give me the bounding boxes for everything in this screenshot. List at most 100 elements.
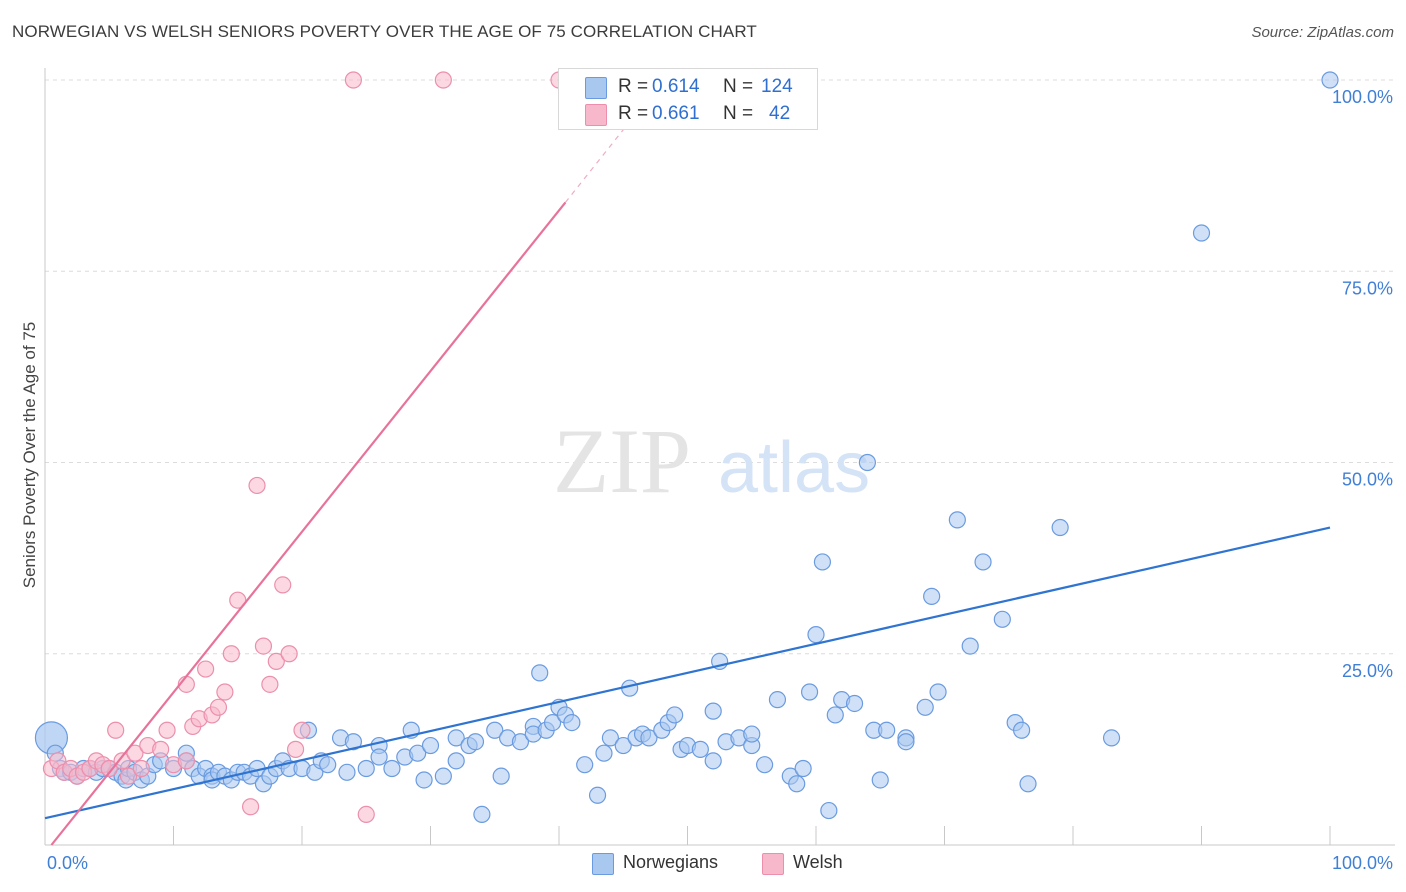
data-point — [588, 786, 607, 804]
data-point — [152, 740, 170, 758]
data-points — [34, 71, 1339, 824]
data-point — [640, 729, 658, 747]
data-point — [486, 721, 504, 739]
data-point — [974, 553, 992, 571]
welsh-swatch — [585, 104, 607, 126]
data-point — [248, 476, 266, 495]
data-point — [216, 683, 234, 701]
data-point — [261, 675, 279, 693]
r-label: R = — [618, 103, 649, 124]
series-welsh — [42, 71, 568, 824]
data-point — [1321, 71, 1339, 89]
data-point — [383, 759, 401, 778]
data-point — [794, 759, 812, 778]
data-point — [948, 511, 966, 529]
data-point — [666, 706, 684, 724]
data-point — [107, 721, 125, 739]
n-value: 42 — [769, 103, 791, 124]
axes — [44, 68, 1395, 846]
data-point — [280, 645, 298, 663]
r-value: 0.614 — [652, 76, 700, 97]
data-point — [511, 733, 530, 751]
grid-lines — [45, 79, 1395, 655]
data-point — [421, 736, 440, 755]
data-point — [492, 767, 510, 785]
data-point — [357, 805, 375, 824]
data-point — [1051, 518, 1069, 537]
data-point — [119, 767, 138, 785]
data-point — [113, 752, 131, 770]
data-point — [704, 752, 722, 770]
data-point — [563, 713, 581, 732]
n-label: N = — [723, 103, 754, 124]
data-point — [177, 752, 195, 770]
data-point — [254, 637, 273, 655]
data-point — [576, 756, 594, 774]
data-point — [897, 733, 915, 751]
data-point — [614, 736, 632, 755]
data-point — [929, 683, 947, 701]
data-point — [845, 694, 864, 713]
r-value: 0.661 — [652, 103, 700, 124]
data-point — [807, 626, 825, 644]
data-point — [415, 771, 433, 789]
data-point — [800, 683, 819, 701]
data-point — [826, 706, 844, 724]
y-tick-label: 100.0% — [1332, 87, 1393, 107]
data-point — [595, 744, 613, 762]
source-text: Source: ZipAtlas.com — [1251, 24, 1394, 41]
data-point — [961, 637, 979, 655]
legend-row-welsh: R = 0.661 N = 42 — [559, 101, 817, 128]
data-point — [755, 756, 774, 774]
data-point — [993, 610, 1011, 628]
data-point — [473, 805, 491, 824]
legend-label: Norwegians — [623, 852, 719, 872]
n-value: 124 — [761, 76, 793, 97]
data-point — [222, 645, 240, 663]
data-point — [319, 756, 337, 774]
data-point — [209, 698, 228, 716]
data-point — [543, 713, 562, 732]
data-point — [126, 744, 144, 762]
data-point — [1019, 775, 1037, 793]
data-point — [1012, 721, 1031, 739]
x-tick-label: 0.0% — [47, 853, 88, 873]
data-point — [267, 652, 285, 671]
data-point — [132, 759, 150, 778]
data-point — [871, 771, 889, 789]
legend-row-norwegians: R = 0.614 N = 124 — [559, 74, 817, 101]
legend-label: Welsh — [793, 852, 843, 872]
data-point — [357, 759, 375, 778]
trend-line-norwegians — [44, 526, 1331, 820]
data-point — [531, 664, 549, 682]
data-point — [100, 759, 118, 778]
data-point — [344, 71, 362, 89]
data-point — [858, 453, 877, 472]
data-point — [813, 553, 832, 571]
data-point — [704, 702, 722, 720]
trend-line-welsh — [50, 201, 567, 846]
data-point — [286, 740, 305, 758]
series-norwegians — [34, 71, 1339, 824]
data-point — [293, 721, 311, 739]
data-point — [923, 587, 941, 605]
tick-labels: 25.0% 50.0% 75.0% 100.0% 0.0% 100.0% — [47, 87, 1393, 873]
data-point — [344, 733, 362, 751]
watermark-atlas: atlas — [718, 428, 870, 508]
data-point — [601, 729, 620, 747]
data-point — [434, 767, 452, 785]
r-label: R = — [618, 76, 649, 97]
n-label: N = — [723, 76, 754, 97]
data-point — [338, 763, 356, 781]
data-point — [1102, 729, 1121, 747]
data-point — [691, 740, 709, 758]
watermark: ZIP atlas — [553, 410, 870, 512]
data-point — [916, 698, 934, 716]
y-tick-label: 50.0% — [1342, 470, 1393, 490]
data-point — [409, 744, 427, 762]
data-point — [878, 721, 896, 739]
data-point — [447, 729, 465, 747]
welsh-swatch — [762, 853, 784, 875]
data-point — [434, 71, 452, 89]
data-point — [768, 691, 787, 709]
